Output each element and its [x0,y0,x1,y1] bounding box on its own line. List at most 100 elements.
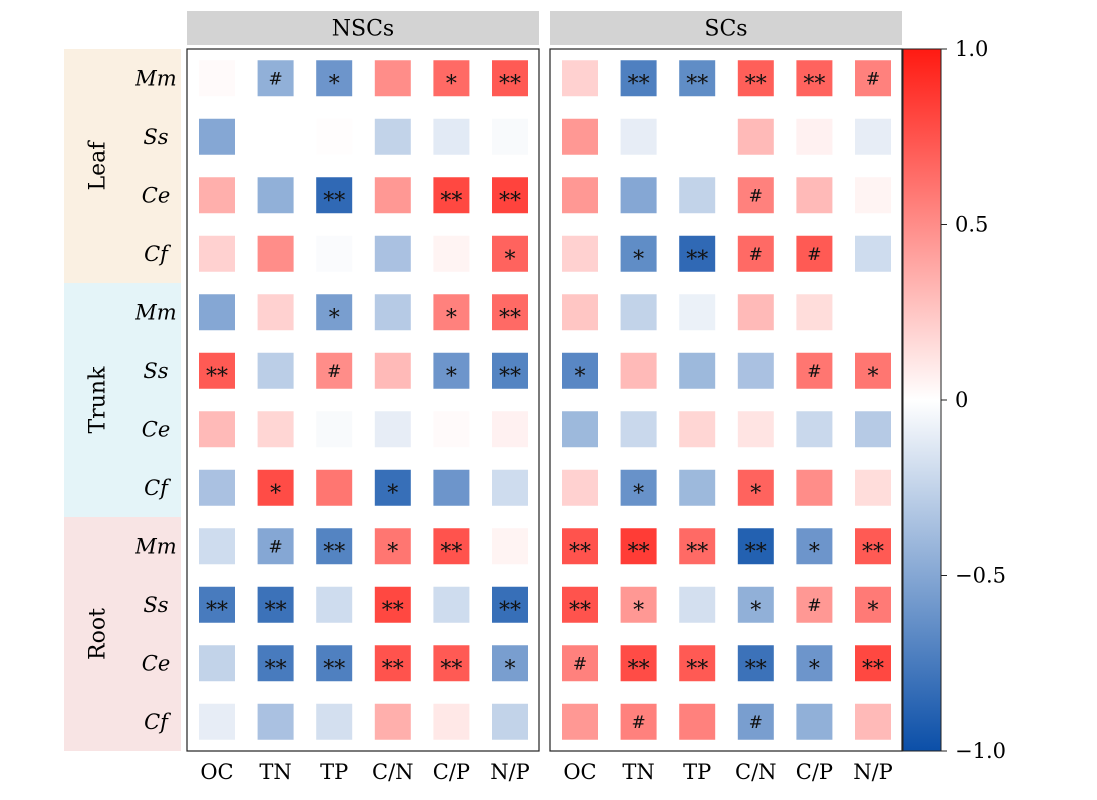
significance-mark-scs-r9-c0: ** [569,598,591,623]
significance-mark-nscs-r10-c4: ** [440,657,462,682]
significance-mark-scs-r8-c5: ** [862,540,884,565]
row-label-leaf-mm: Mm [134,66,176,90]
heatmap-cell-scs-r10-c1 [620,645,657,682]
heatmap-cell-nscs-r3-c1 [257,235,294,272]
significance-mark-scs-r11-c3: # [749,713,763,733]
heatmap-cell-scs-r7-c2 [679,469,716,506]
heatmap-cell-nscs-r2-c5 [492,177,528,214]
heatmap-cell-nscs-r4-c4 [433,294,470,331]
heatmap-cell-scs-r10-c3 [737,645,774,682]
significance-mark-scs-r8-c2: ** [686,540,708,565]
row-group-label-leaf: Leaf [86,140,111,191]
significance-mark-scs-r8-c0: ** [569,540,591,565]
significance-mark-nscs-r9-c3: ** [382,598,404,623]
heatmap-cell-scs-r0-c0 [562,60,598,97]
heatmap-cell-scs-r9-c3 [737,586,774,623]
heatmap-cell-scs-r3-c5 [855,235,891,272]
significance-mark-scs-r3-c4: # [807,245,821,265]
heatmap-cell-scs-r7-c3 [737,469,774,506]
column-label-scs-3: C/N [735,760,777,784]
panel-title-scs: SCs [704,17,747,42]
significance-mark-scs-r8-c4: * [809,540,820,565]
significance-mark-nscs-r9-c0: ** [206,598,228,623]
row-label-trunk-cf: Cf [144,476,171,500]
significance-mark-scs-r10-c2: ** [686,657,708,682]
heatmap-cell-scs-r7-c4 [796,469,833,506]
colorbar-tick-label-2: 0 [955,388,968,412]
heatmap-cell-nscs-r6-c0 [199,411,235,448]
significance-mark-nscs-r4-c4: * [446,306,457,331]
heatmap-cell-scs-r5-c0 [562,352,598,389]
panel-strip-scs [550,11,902,45]
colorbar-gradient [902,48,942,752]
panel-frame-nscs [186,48,540,752]
significance-mark-scs-r11-c1: # [631,713,645,733]
significance-mark-nscs-r0-c1: # [268,69,282,89]
significance-mark-nscs-r5-c0: ** [206,364,228,389]
heatmap-cell-scs-r3-c2 [679,235,716,272]
significance-mark-scs-r8-c1: ** [628,540,650,565]
heatmap-cell-scs-r3-c4 [796,235,833,272]
heatmap-cell-scs-r2-c5 [855,177,891,214]
column-label-layer: OC TN TP C/N C/P N/P OC TN TP C/N C/P N/P [200,760,892,784]
heatmap-cell-nscs-r5-c1 [257,352,294,389]
heatmap-cell-scs-r4-c3 [737,294,774,331]
heatmap-cell-nscs-r1-c2 [316,118,353,155]
row-group-band-trunk [64,283,181,517]
heatmap-cell-scs-r8-c0 [562,528,598,565]
heatmap-cell-scs-r8-c3 [737,528,774,565]
heatmap-cell-nscs-r6-c1 [257,411,294,448]
heatmap-cell-scs-r10-c4 [796,645,833,682]
heatmap-cell-nscs-r8-c1 [257,528,294,565]
heatmap-cell-nscs-r2-c4 [433,177,470,214]
heatmap-cell-scs-r7-c5 [855,469,891,506]
heatmap-cell-nscs-r0-c1 [257,60,294,97]
heatmap-cell-scs-r7-c0 [562,469,598,506]
heatmap-cell-nscs-r11-c1 [257,703,294,740]
heatmap-cell-nscs-r6-c5 [492,411,528,448]
heatmap-cell-nscs-r8-c4 [433,528,470,565]
heatmap-cell-scs-r6-c1 [620,411,657,448]
heatmap-cell-nscs-r7-c3 [374,469,411,506]
heatmap-cell-scs-r2-c3 [737,177,774,214]
significance-mark-scs-r8-c3: ** [745,540,767,565]
heatmap-cell-nscs-r3-c0 [199,235,235,272]
significance-mark-nscs-r8-c1: # [268,537,282,557]
significance-mark-scs-r10-c0: # [573,654,587,674]
heatmap-cell-nscs-r0-c2 [316,60,353,97]
heatmap-cell-nscs-r7-c1 [257,469,294,506]
heatmap-cell-scs-r10-c0 [562,645,598,682]
heatmap-cell-scs-r2-c1 [620,177,657,214]
heatmap-cell-scs-r6-c5 [855,411,891,448]
heatmap-cell-nscs-r11-c2 [316,703,353,740]
heatmap-cell-scs-r3-c1 [620,235,657,272]
heatmap-cell-scs-r1-c4 [796,118,833,155]
heatmap-cell-scs-r0-c3 [737,60,774,97]
heatmap-cell-scs-r7-c1 [620,469,657,506]
heatmap-cell-nscs-r10-c3 [374,645,411,682]
significance-mark-nscs-r3-c5: * [505,247,516,272]
column-label-scs-1: TN [622,760,654,784]
significance-mark-nscs-r2-c4: ** [440,189,462,214]
panel-frame-scs [549,48,903,752]
significance-mark-scs-r5-c4: # [807,362,821,382]
column-label-nscs-5: N/P [490,760,530,784]
heatmap-cell-nscs-r9-c0 [199,586,235,623]
heatmap-cell-nscs-r5-c4 [433,352,470,389]
heatmap-cell-nscs-r3-c3 [374,235,411,272]
heatmap-cell-nscs-r10-c1 [257,645,294,682]
heatmap-cell-scs-r1-c1 [620,118,657,155]
colorbar: 1.0 0.5 0 −0.5 −1.0 [902,37,1006,763]
heatmap-cell-scs-r5-c3 [737,352,774,389]
row-label-leaf-ss: Ss [143,125,168,149]
heatmap-cell-scs-r6-c4 [796,411,833,448]
significance-mark-scs-r7-c3: * [750,481,761,506]
significance-mark-scs-r5-c0: * [575,364,586,389]
significance-mark-nscs-r5-c5: ** [499,364,521,389]
significance-mark-nscs-r10-c2: ** [323,657,345,682]
heatmap-cell-nscs-r9-c4 [433,586,470,623]
row-group-band-leaf [64,49,181,283]
heatmap-cell-nscs-r5-c3 [374,352,411,389]
heatmap-cell-scs-r9-c0 [562,586,598,623]
